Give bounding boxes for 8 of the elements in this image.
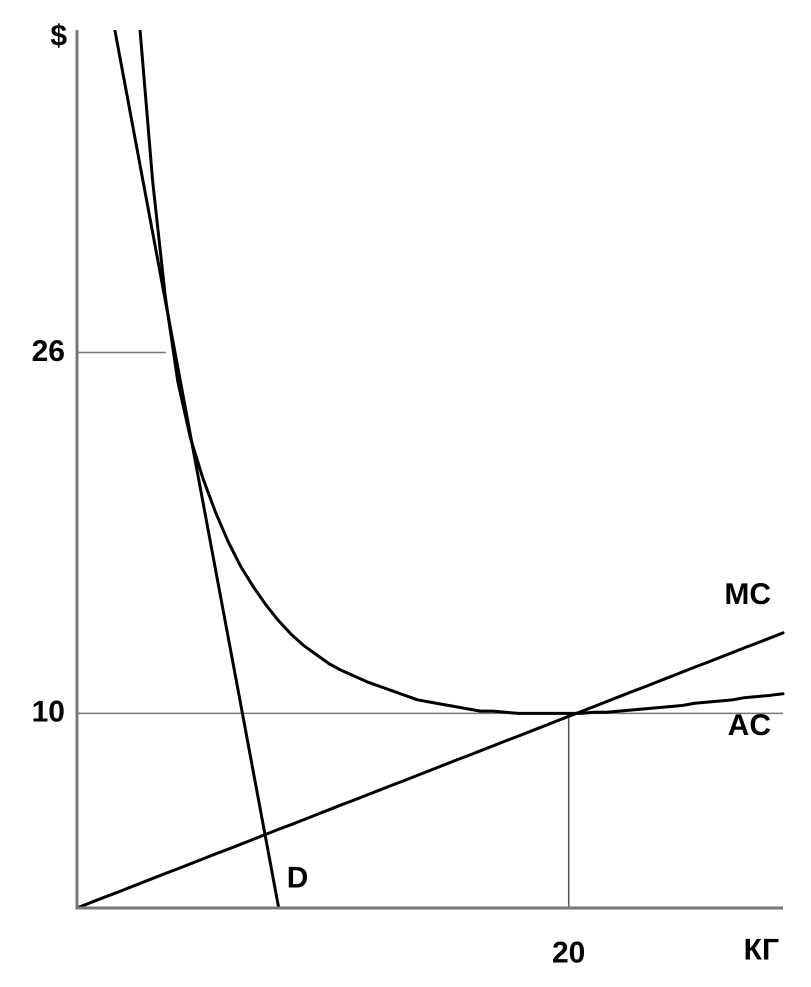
series-label: MC: [724, 578, 771, 612]
y-axis-title: $: [50, 19, 68, 52]
series-label: D: [286, 861, 308, 894]
x-tick-label: 20: [552, 936, 586, 970]
x-axis-title: КГ: [744, 933, 779, 966]
y-tick-label: 26: [32, 334, 65, 368]
y-tick-label: 10: [32, 696, 65, 729]
series-label: AC: [728, 709, 771, 742]
